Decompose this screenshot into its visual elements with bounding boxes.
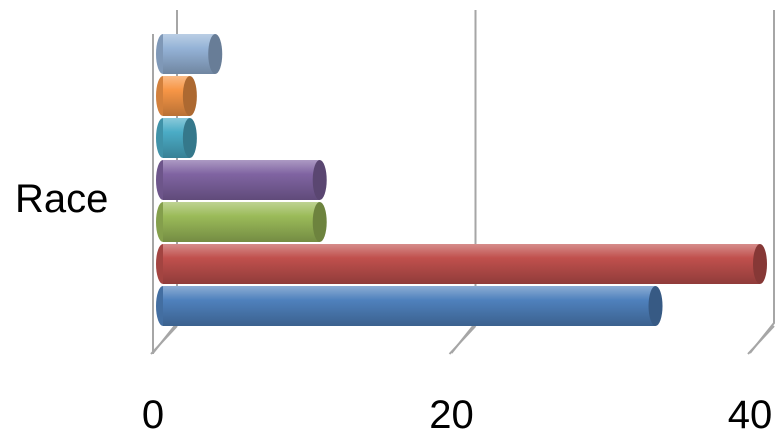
bar-body <box>163 286 656 326</box>
bar-cap-right <box>312 160 327 200</box>
bar-series-7 <box>156 34 223 74</box>
floor-tick-40 <box>747 325 775 355</box>
bar-cap-right <box>648 286 663 326</box>
bar-series-2 <box>156 244 767 284</box>
x-tick-label-40: 40 <box>728 393 773 436</box>
bar-cap-right <box>312 202 327 242</box>
bar-series-6 <box>156 76 197 116</box>
x-tick-label-20: 20 <box>429 393 474 436</box>
bar-cap-right <box>182 76 197 116</box>
bar-cap-right <box>208 34 223 74</box>
floor-tick-0 <box>150 325 178 355</box>
bar-series-1 <box>156 286 663 326</box>
bar-series-3 <box>156 202 327 242</box>
bar-body <box>163 160 320 200</box>
x-tick-label-0: 0 <box>142 393 164 436</box>
bar-body <box>163 202 320 242</box>
bar-body <box>163 244 760 284</box>
label-layer: Race 0 20 40 <box>15 177 772 436</box>
category-label: Race <box>15 177 108 221</box>
bar-body <box>163 34 216 74</box>
bar-series-5 <box>156 118 197 158</box>
bar-layer <box>156 34 767 326</box>
bar-series-4 <box>156 160 327 200</box>
bar-cap-right <box>182 118 197 158</box>
floor-tick-20 <box>448 325 477 355</box>
gridline-40 <box>749 10 775 354</box>
bar-cap-right <box>753 244 767 284</box>
